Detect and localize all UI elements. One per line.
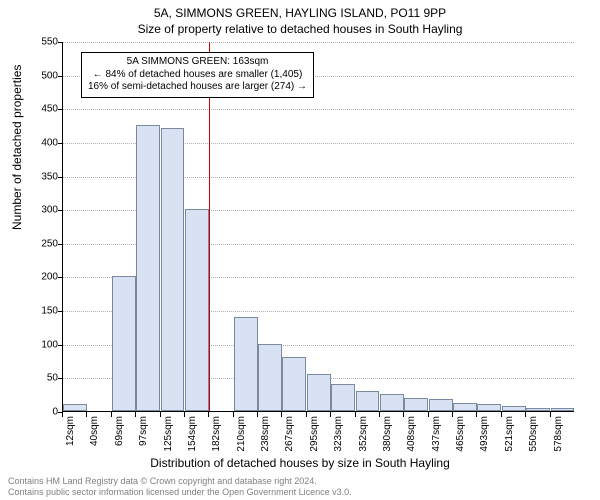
histogram-bar [161,128,185,411]
xtick-mark [355,412,356,417]
xtick-mark [86,412,87,417]
histogram-bar [404,398,428,411]
histogram-bar [282,357,306,411]
xtick-label: 125sqm [163,416,174,452]
ytick-label: 50 [18,373,58,384]
xtick-mark [233,412,234,417]
ytick-mark [58,42,63,43]
histogram-bar [551,408,575,411]
ytick-label: 400 [18,137,58,148]
xtick-mark [403,412,404,417]
ytick-mark [58,177,63,178]
xtick-label: 210sqm [236,416,247,452]
xtick-label: 323sqm [333,416,344,452]
ytick-mark [58,244,63,245]
xtick-mark [184,412,185,417]
xtick-label: 352sqm [358,416,369,452]
xtick-mark [306,412,307,417]
ytick-mark [58,277,63,278]
xtick-mark [428,412,429,417]
histogram-bar [453,403,477,411]
xtick-label: 408sqm [406,416,417,452]
ytick-label: 550 [18,37,58,48]
xtick-label: 437sqm [431,416,442,452]
footer-line2: Contains public sector information licen… [8,487,352,498]
ytick-mark [58,143,63,144]
ytick-label: 100 [18,339,58,350]
xtick-mark [111,412,112,417]
chart-area: 5A SIMMONS GREEN: 163sqm← 84% of detache… [62,42,574,412]
histogram-bar [258,344,282,411]
xtick-mark [257,412,258,417]
attribution-footer: Contains HM Land Registry data © Crown c… [8,476,352,498]
xtick-label: 238sqm [260,416,271,452]
ytick-mark [58,345,63,346]
annotation-line2: ← 84% of detached houses are smaller (1,… [88,69,307,82]
gridline [63,42,574,43]
x-axis-label: Distribution of detached houses by size … [0,456,600,470]
ytick-mark [58,311,63,312]
histogram-bar [331,384,355,411]
histogram-bar [380,394,404,411]
xtick-label: 465sqm [455,416,466,452]
xtick-mark [62,412,63,417]
xtick-label: 380sqm [382,416,393,452]
xtick-mark [525,412,526,417]
histogram-bar [136,125,160,411]
ytick-label: 350 [18,171,58,182]
histogram-bar [526,408,550,411]
xtick-label: 40sqm [89,416,100,446]
ytick-label: 250 [18,238,58,249]
xtick-mark [452,412,453,417]
ytick-label: 500 [18,70,58,81]
chart-title-block: 5A, SIMMONS GREEN, HAYLING ISLAND, PO11 … [0,0,600,36]
xtick-label: 493sqm [479,416,490,452]
ytick-label: 450 [18,104,58,115]
xtick-mark [476,412,477,417]
annotation-line1: 5A SIMMONS GREEN: 163sqm [88,56,307,69]
xtick-label: 295sqm [309,416,320,452]
xtick-mark [550,412,551,417]
histogram-bar [63,404,87,411]
xtick-label: 550sqm [528,416,539,452]
ytick-mark [58,210,63,211]
xtick-mark [330,412,331,417]
histogram-bar [234,317,258,411]
title-line1: 5A, SIMMONS GREEN, HAYLING ISLAND, PO11 … [0,6,600,20]
xtick-label: 578sqm [553,416,564,452]
ytick-label: 200 [18,272,58,283]
ytick-mark [58,378,63,379]
xtick-label: 267sqm [284,416,295,452]
histogram-bar [356,391,380,411]
xtick-mark [208,412,209,417]
xtick-mark [501,412,502,417]
annotation-box: 5A SIMMONS GREEN: 163sqm← 84% of detache… [81,52,314,98]
histogram-bar [477,404,501,411]
footer-line1: Contains HM Land Registry data © Crown c… [8,476,352,487]
xtick-label: 69sqm [114,416,125,446]
annotation-line3: 16% of semi-detached houses are larger (… [88,81,307,94]
ytick-label: 300 [18,205,58,216]
gridline [63,109,574,110]
histogram-bar [502,406,526,411]
xtick-mark [160,412,161,417]
xtick-label: 154sqm [187,416,198,452]
xtick-label: 182sqm [211,416,222,452]
ytick-mark [58,76,63,77]
xtick-mark [281,412,282,417]
ytick-label: 0 [18,407,58,418]
plot-area: 5A SIMMONS GREEN: 163sqm← 84% of detache… [62,42,574,412]
ytick-label: 150 [18,306,58,317]
xtick-mark [379,412,380,417]
title-line2: Size of property relative to detached ho… [0,22,600,36]
histogram-bar [185,209,209,411]
histogram-bar [112,276,136,411]
xtick-mark [135,412,136,417]
histogram-bar [429,399,453,411]
xtick-label: 521sqm [504,416,515,452]
xtick-label: 12sqm [65,416,76,446]
histogram-bar [307,374,331,411]
ytick-mark [58,109,63,110]
xtick-label: 97sqm [138,416,149,446]
